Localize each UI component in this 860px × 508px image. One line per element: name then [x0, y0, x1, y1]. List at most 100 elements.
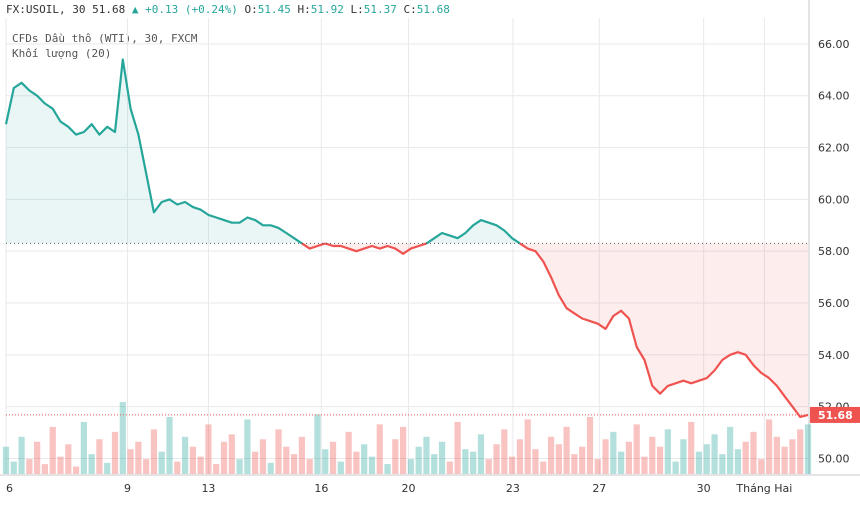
- volume-bar: [150, 429, 158, 474]
- volume-bar: [649, 436, 656, 474]
- x-tick-label: 6: [6, 482, 13, 495]
- x-tick-label: 20: [402, 482, 416, 495]
- volume-bar: [236, 459, 243, 474]
- high-label: H:: [297, 3, 311, 16]
- volume-bar: [610, 431, 617, 474]
- volume-bar: [407, 459, 414, 474]
- volume-bar: [586, 416, 594, 474]
- y-tick-label: 58.00: [818, 245, 850, 258]
- y-tick-label: 50.00: [818, 452, 850, 465]
- volume-bar: [65, 444, 72, 474]
- close-value: 51.68: [416, 3, 450, 16]
- symbol-header: FX:USOIL, 30 51.68 ▲ +0.13 (+0.24%) O:51…: [6, 3, 450, 16]
- volume-bar: [446, 461, 453, 474]
- volume-bar: [625, 441, 633, 474]
- x-tick-label: 23: [506, 482, 520, 495]
- volume-bar: [656, 446, 664, 474]
- volume-bar: [797, 429, 804, 474]
- volume-bar: [688, 421, 695, 474]
- open-label: O:: [244, 3, 258, 16]
- symbol-interval: FX:USOIL, 30: [6, 3, 86, 16]
- volume-bar: [641, 456, 648, 474]
- volume-bar: [41, 464, 49, 474]
- current-price-badge: [810, 406, 860, 423]
- volume-bar: [400, 426, 407, 474]
- y-tick-label: 64.00: [818, 90, 850, 103]
- volume-bar: [143, 459, 150, 474]
- area-fill-above: [6, 59, 302, 244]
- last-price-text: 51.68: [92, 3, 126, 16]
- volume-bar: [493, 444, 500, 474]
- volume-bar: [322, 449, 329, 474]
- volume-bar: [72, 466, 80, 474]
- volume-bar: [228, 434, 235, 474]
- volume-bar: [306, 459, 313, 474]
- volume-bar: [135, 441, 142, 474]
- volume-bar: [119, 402, 126, 474]
- price-line-below: [324, 242, 427, 255]
- volume-bar: [438, 441, 446, 474]
- x-tick-label: Tháng Hai: [735, 482, 792, 495]
- price-line-below: [301, 242, 326, 250]
- current-price-label: 51.68: [818, 409, 853, 422]
- low-label: L:: [350, 3, 364, 16]
- volume-bar: [516, 439, 524, 474]
- volume-bar: [392, 439, 399, 474]
- price-line-below: [519, 242, 809, 419]
- volume-bar: [49, 426, 56, 474]
- volume-bar: [734, 449, 742, 474]
- volume-bar: [727, 426, 734, 474]
- price-line-above: [425, 219, 521, 245]
- volume-bar: [18, 436, 25, 474]
- volume-bar: [96, 439, 103, 474]
- volume-bar: [695, 451, 703, 474]
- volume-bar: [314, 414, 321, 474]
- x-tick-label: 9: [124, 482, 131, 495]
- volume-bar: [563, 426, 570, 474]
- volume-bar: [376, 424, 383, 474]
- volume-bar: [711, 434, 718, 474]
- volume-bar: [804, 424, 812, 474]
- volume-bar: [501, 429, 508, 474]
- change-text: +0.13 (+0.24%): [145, 3, 238, 16]
- x-tick-label: 16: [314, 482, 328, 495]
- volume-bar: [158, 451, 165, 474]
- study-title: CFDs Dầu thô (WTI), 30, FXCM: [12, 32, 198, 45]
- low-value: 51.37: [363, 3, 397, 16]
- volume-bar: [602, 439, 609, 474]
- volume-bar: [166, 416, 173, 474]
- volume-bar: [361, 444, 368, 474]
- volume-bar: [540, 461, 547, 474]
- y-tick-label: 62.00: [818, 142, 850, 155]
- volume-bar: [765, 419, 773, 474]
- volume-bar: [485, 459, 492, 474]
- volume-bar: [298, 436, 305, 474]
- volume-bar: [345, 431, 352, 474]
- volume-bar: [781, 446, 788, 474]
- volume-bar: [633, 424, 640, 474]
- volume-bar: [57, 456, 64, 474]
- volume-bar: [283, 446, 290, 474]
- volume-bar: [26, 459, 33, 474]
- volume-bar: [205, 424, 212, 474]
- volume-bar: [244, 419, 251, 474]
- x-tick-label: 13: [201, 482, 215, 495]
- volume-bar: [579, 446, 586, 474]
- volume-bar: [431, 454, 438, 474]
- volume-bar: [680, 439, 687, 474]
- volume-bar: [423, 436, 430, 474]
- volume-bar: [337, 461, 344, 474]
- volume-bar: [555, 444, 562, 474]
- x-tick-label: 27: [592, 482, 606, 495]
- y-tick-label: 66.00: [818, 38, 850, 51]
- volume-bar: [524, 419, 531, 474]
- volume-bar: [197, 456, 204, 474]
- x-tick-label: 30: [697, 482, 711, 495]
- volume-bar: [104, 462, 111, 474]
- volume-bar: [672, 461, 679, 474]
- volume-bar: [415, 446, 422, 474]
- volume-bar: [532, 449, 539, 474]
- volume-bar: [88, 454, 95, 474]
